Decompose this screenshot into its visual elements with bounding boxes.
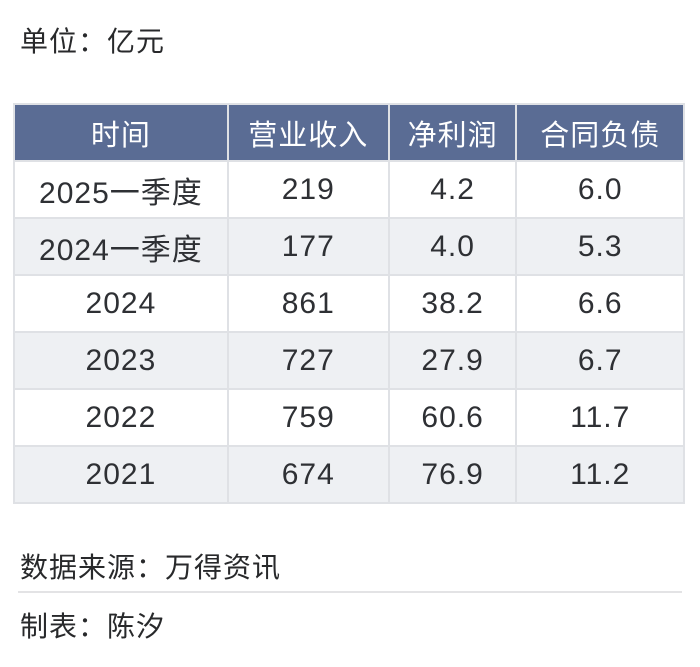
cell-net-profit: 4.2 — [389, 162, 516, 217]
cell-net-profit: 38.2 — [389, 276, 516, 331]
cell-revenue: 674 — [228, 447, 388, 502]
cell-contract-liabilities: 6.7 — [517, 333, 683, 388]
cell-time: 2024 — [15, 276, 227, 331]
cell-time: 2022 — [15, 390, 227, 445]
unit-label: 单位：亿元 — [20, 26, 166, 57]
cell-contract-liabilities: 6.6 — [517, 276, 683, 331]
cell-contract-liabilities: 11.7 — [517, 390, 683, 445]
cell-contract-liabilities: 11.2 — [517, 447, 683, 502]
cell-time: 2023 — [15, 333, 227, 388]
table-row-2025q1: 2025一季度 219 4.2 6.0 — [15, 162, 683, 217]
cell-contract-liabilities: 5.3 — [517, 219, 683, 274]
cell-net-profit: 76.9 — [389, 447, 516, 502]
cell-time: 2024一季度 — [15, 219, 227, 274]
table-header-row: 时间 营业收入 净利润 合同负债 — [15, 105, 683, 160]
cell-time: 2021 — [15, 447, 227, 502]
cell-revenue: 861 — [228, 276, 388, 331]
table-row-2021: 2021 674 76.9 11.2 — [15, 447, 683, 502]
table-row-2023: 2023 727 27.9 6.7 — [15, 333, 683, 388]
column-header-contract-liabilities: 合同负债 — [517, 105, 683, 160]
table-row-2024q1: 2024一季度 177 4.0 5.3 — [15, 219, 683, 274]
cell-revenue: 759 — [228, 390, 388, 445]
cell-revenue: 177 — [228, 219, 388, 274]
column-header-time: 时间 — [15, 105, 227, 160]
footer-divider — [18, 591, 682, 593]
cell-time: 2025一季度 — [15, 162, 227, 217]
table-author-label: 制表：陈汐 — [20, 611, 166, 642]
column-header-net-profit: 净利润 — [389, 105, 516, 160]
cell-net-profit: 4.0 — [389, 219, 516, 274]
cell-revenue: 727 — [228, 333, 388, 388]
financial-data-table: 时间 营业收入 净利润 合同负债 2025一季度 219 4.2 6.0 202… — [13, 103, 685, 504]
table-row-2022: 2022 759 60.6 11.7 — [15, 390, 683, 445]
data-source-label: 数据来源：万得资讯 — [20, 552, 282, 583]
table-row-2024: 2024 861 38.2 6.6 — [15, 276, 683, 331]
cell-net-profit: 60.6 — [389, 390, 516, 445]
data-table: 时间 营业收入 净利润 合同负债 2025一季度 219 4.2 6.0 202… — [13, 103, 685, 504]
cell-revenue: 219 — [228, 162, 388, 217]
cell-net-profit: 27.9 — [389, 333, 516, 388]
column-header-revenue: 营业收入 — [228, 105, 388, 160]
cell-contract-liabilities: 6.0 — [517, 162, 683, 217]
